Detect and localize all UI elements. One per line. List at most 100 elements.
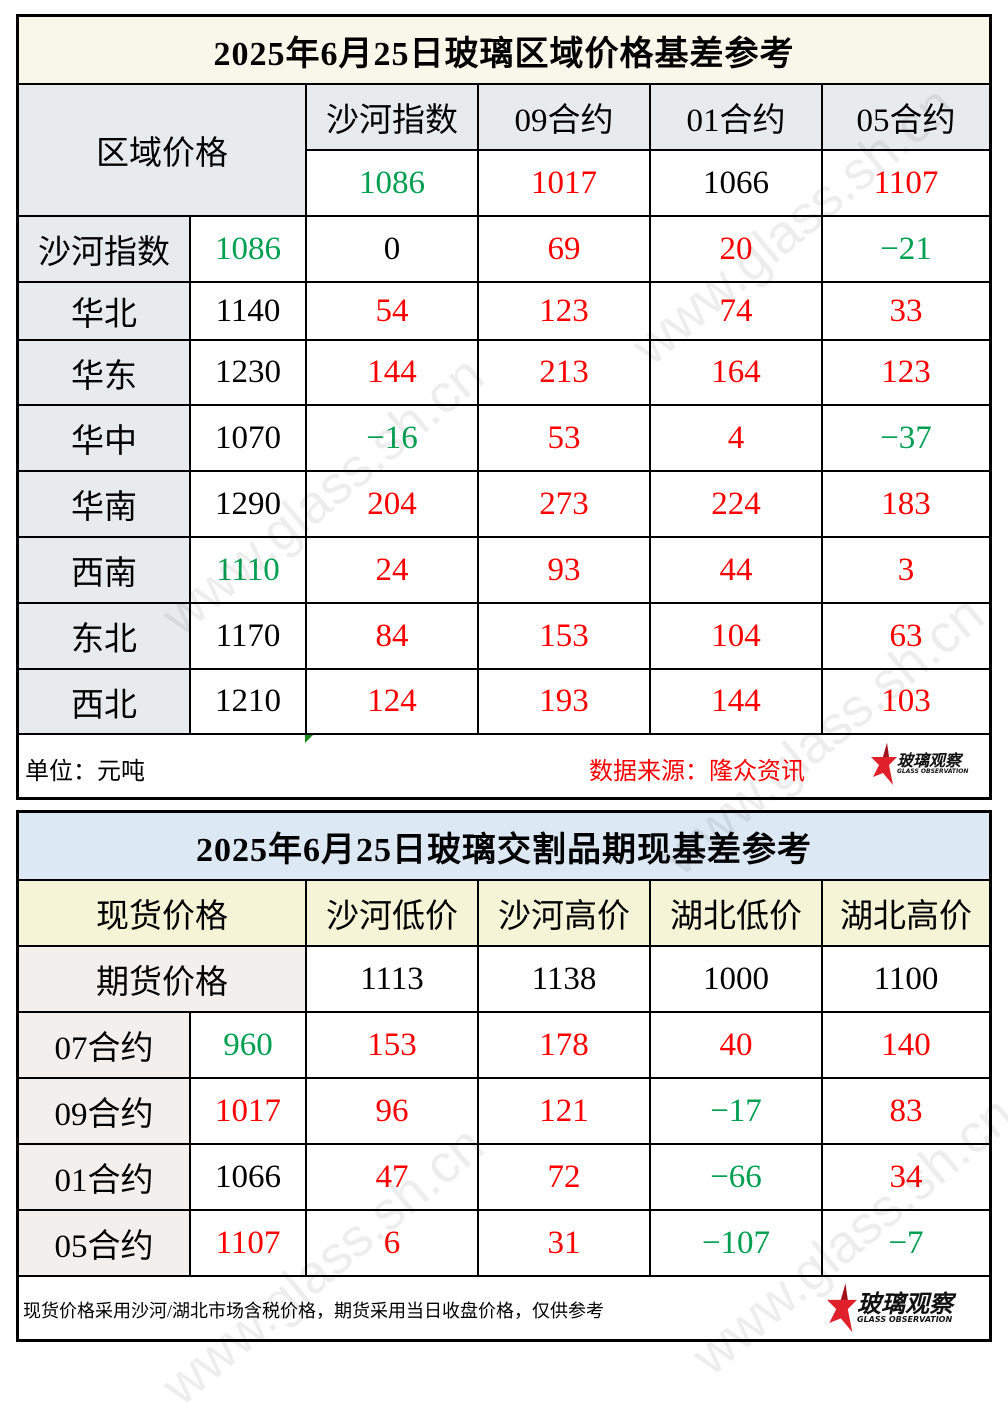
column-header: 湖北高价 — [823, 881, 989, 947]
basis-value: 164 — [651, 341, 823, 406]
basis-value: 4 — [651, 406, 823, 472]
logo-cn: 玻璃观察 — [897, 751, 962, 770]
column-header: 01合约 — [651, 85, 823, 151]
region-label: 西北 — [19, 670, 191, 735]
basis-value: 93 — [479, 538, 651, 604]
footnote: 现货价格采用沙河/湖北市场含税价格，期货采用当日收盘价格，仅供参考 — [23, 1301, 604, 1321]
logo-en: GLASS OBSERVATION — [897, 768, 969, 775]
contract-label: 05合约 — [19, 1211, 191, 1277]
column-price: 1107 — [823, 151, 989, 217]
basis-value: −7 — [823, 1211, 989, 1277]
red-star-logo-icon — [827, 1283, 857, 1333]
region-price: 1110 — [191, 538, 307, 604]
contract-label: 09合约 — [19, 1079, 191, 1145]
basis-value: −107 — [651, 1211, 823, 1277]
basis-value: 121 — [479, 1079, 651, 1145]
column-price: 1066 — [651, 151, 823, 217]
column-price: 1017 — [479, 151, 651, 217]
basis-value: 69 — [479, 217, 651, 283]
region-price: 1170 — [191, 604, 307, 670]
region-price: 1086 — [191, 217, 307, 283]
basis-value: 33 — [823, 283, 989, 341]
column-header: 09合约 — [479, 85, 651, 151]
basis-value: 74 — [651, 283, 823, 341]
region-price: 1210 — [191, 670, 307, 735]
basis-value: 224 — [651, 472, 823, 538]
basis-value: 124 — [307, 670, 479, 735]
basis-value: 144 — [651, 670, 823, 735]
basis-value: −66 — [651, 1145, 823, 1211]
table2-footer: 现货价格采用沙河/湖北市场含税价格，期货采用当日收盘价格，仅供参考 玻璃观察 G… — [19, 1277, 989, 1339]
region-label: 沙河指数 — [19, 217, 191, 283]
futures-price: 1066 — [191, 1145, 307, 1211]
region-price: 1230 — [191, 341, 307, 406]
table2-title: 2025年6月25日玻璃交割品期现基差参考 — [19, 813, 989, 881]
basis-value: −16 — [307, 406, 479, 472]
basis-value: 193 — [479, 670, 651, 735]
spot-price: 1000 — [651, 947, 823, 1013]
table1-title: 2025年6月25日玻璃区域价格基差参考 — [19, 17, 989, 85]
column-price: 1086 — [307, 151, 479, 217]
basis-value: 273 — [479, 472, 651, 538]
basis-value: 144 — [307, 341, 479, 406]
region-label: 西南 — [19, 538, 191, 604]
region-price: 1140 — [191, 283, 307, 341]
column-header: 沙河高价 — [479, 881, 651, 947]
table1-footer: 单位：元吨 数据来源：隆众资讯 玻璃观察 GLASS OBSERVATION — [19, 735, 989, 797]
basis-value: 96 — [307, 1079, 479, 1145]
column-header: 湖北低价 — [651, 881, 823, 947]
contract-label: 07合约 — [19, 1013, 191, 1079]
basis-value: 153 — [307, 1013, 479, 1079]
basis-value: 72 — [479, 1145, 651, 1211]
region-label: 华东 — [19, 341, 191, 406]
glass-observation-logo: 玻璃观察 GLASS OBSERVATION — [871, 743, 968, 785]
regional-basis-table: 2025年6月25日玻璃区域价格基差参考 区域价格 沙河指数 1086 09合约 1017… — [16, 14, 992, 800]
basis-value: 183 — [823, 472, 989, 538]
basis-value: 103 — [823, 670, 989, 735]
basis-value: 213 — [479, 341, 651, 406]
region-price: 1070 — [191, 406, 307, 472]
basis-value: 178 — [479, 1013, 651, 1079]
basis-value: 53 — [479, 406, 651, 472]
basis-value: −21 — [823, 217, 989, 283]
spot-price: 1113 — [307, 947, 479, 1013]
futures-price-label: 期货价格 — [19, 947, 307, 1013]
spot-price: 1100 — [823, 947, 989, 1013]
cell-comment-marker — [305, 735, 313, 743]
basis-value: 20 — [651, 217, 823, 283]
basis-value: 34 — [823, 1145, 989, 1211]
basis-value: −17 — [651, 1079, 823, 1145]
region-label: 华北 — [19, 283, 191, 341]
basis-value: 123 — [479, 283, 651, 341]
basis-value: 0 — [307, 217, 479, 283]
basis-value: 84 — [307, 604, 479, 670]
basis-value: −37 — [823, 406, 989, 472]
basis-value: 40 — [651, 1013, 823, 1079]
basis-value: 6 — [307, 1211, 479, 1277]
futures-price: 1107 — [191, 1211, 307, 1277]
logo-cn: 玻璃观察 — [857, 1290, 953, 1318]
basis-value: 104 — [651, 604, 823, 670]
futures-price: 960 — [191, 1013, 307, 1079]
glass-observation-logo: 玻璃观察 GLASS OBSERVATION — [827, 1279, 953, 1337]
basis-value: 47 — [307, 1145, 479, 1211]
basis-value: 83 — [823, 1079, 989, 1145]
basis-value: 123 — [823, 341, 989, 406]
corner-label: 区域价格 — [19, 85, 307, 217]
basis-value: 140 — [823, 1013, 989, 1079]
region-label: 华中 — [19, 406, 191, 472]
basis-value: 31 — [479, 1211, 651, 1277]
column-header: 沙河低价 — [307, 881, 479, 947]
unit-label: 单位：元吨 — [25, 759, 145, 785]
basis-value: 153 — [479, 604, 651, 670]
logo-en: GLASS OBSERVATION — [857, 1315, 953, 1324]
basis-value: 44 — [651, 538, 823, 604]
basis-value: 204 — [307, 472, 479, 538]
futures-price: 1017 — [191, 1079, 307, 1145]
basis-value: 3 — [823, 538, 989, 604]
basis-value: 24 — [307, 538, 479, 604]
source-label: 数据来源：隆众资讯 — [589, 759, 805, 785]
delivery-basis-table: 2025年6月25日玻璃交割品期现基差参考 现货价格 期货价格 沙河低价 1113 沙河高… — [16, 810, 992, 1342]
spot-price-label: 现货价格 — [19, 881, 307, 947]
region-label: 东北 — [19, 604, 191, 670]
